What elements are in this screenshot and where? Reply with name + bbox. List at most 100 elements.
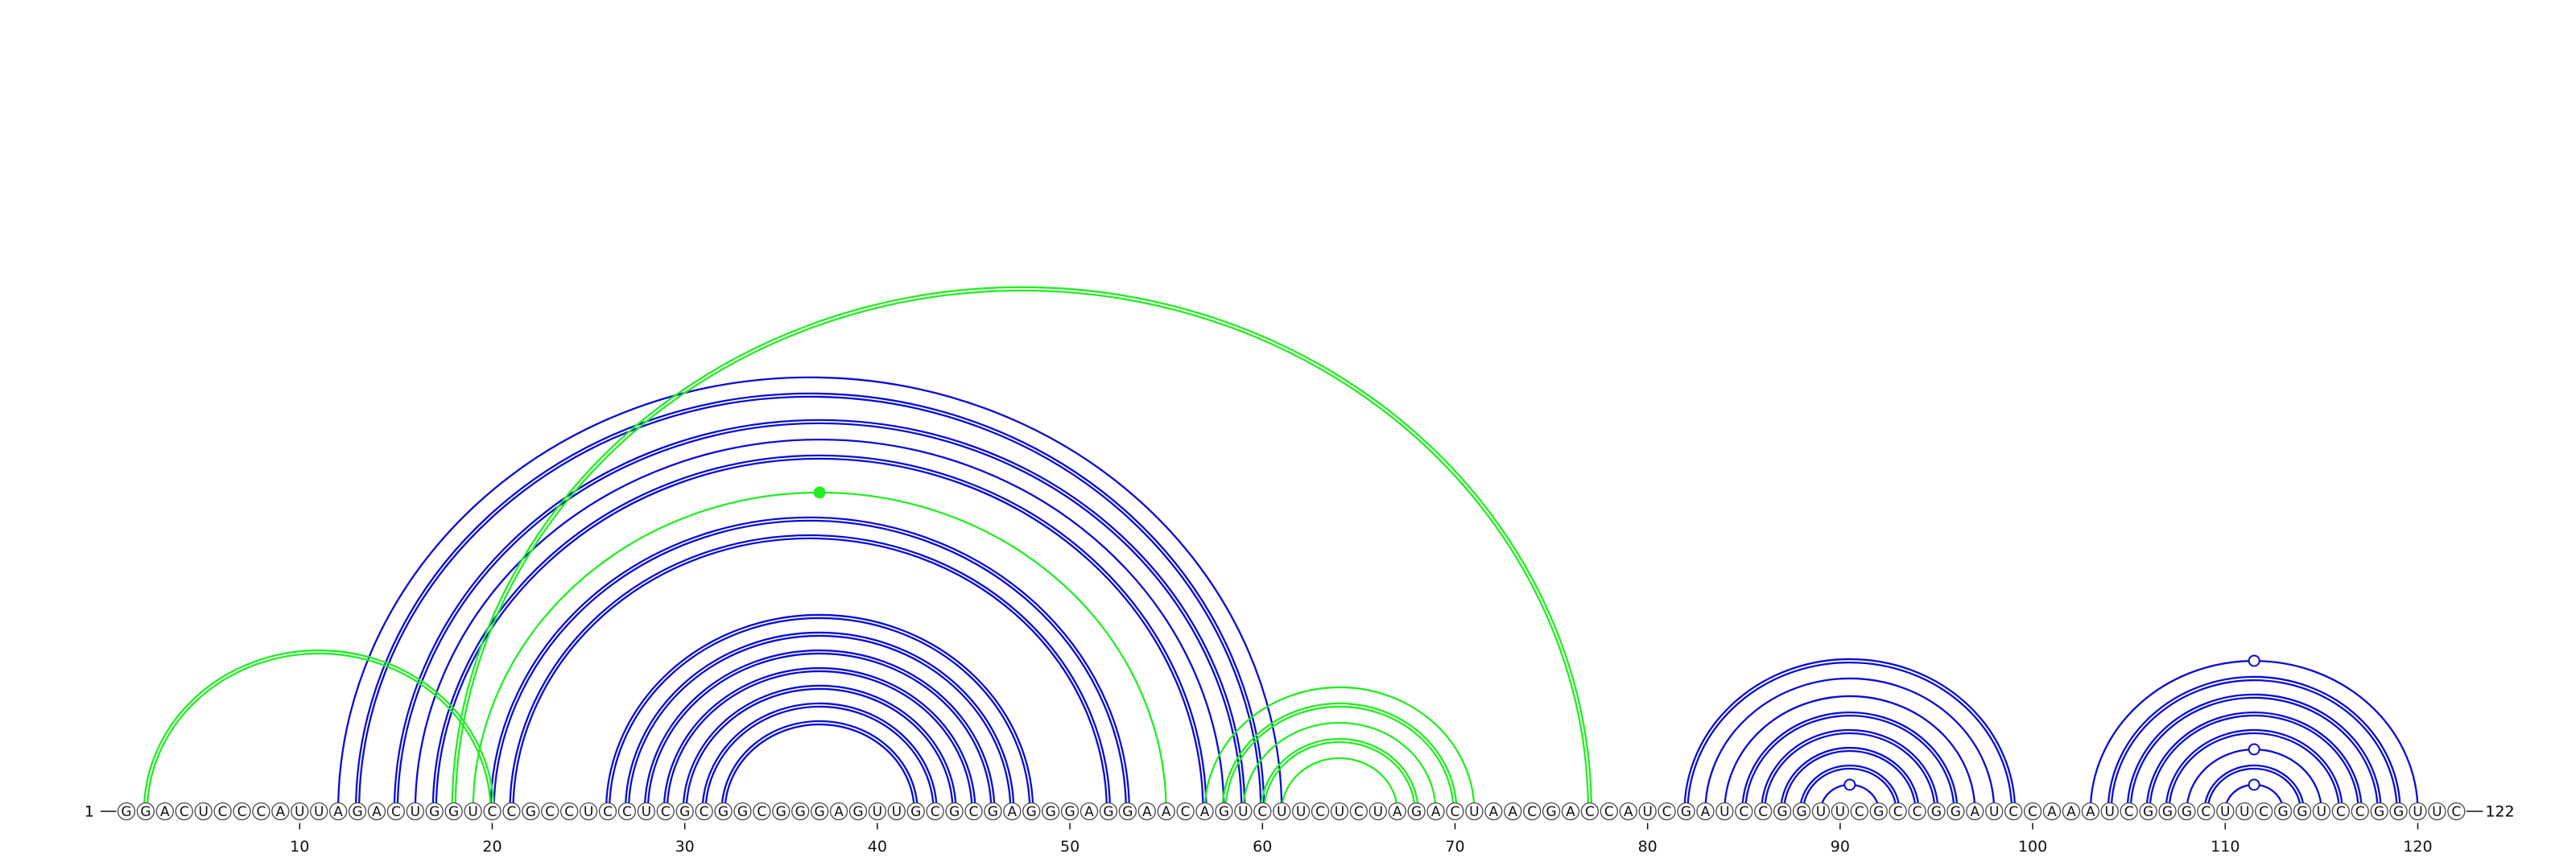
nucleotide: G [522, 802, 540, 821]
nucleotide-circle [1946, 802, 1965, 821]
arc-blue [1724, 695, 1976, 812]
tick-label: 120 [2403, 838, 2432, 856]
nucleotide-letter: C [661, 804, 671, 820]
nucleotide-letter: C [2201, 804, 2211, 820]
arc-blue [2186, 743, 2323, 812]
arc-stroke [1263, 740, 1416, 812]
nucleotide: U [1330, 802, 1349, 821]
nucleotide-circle [926, 802, 944, 821]
nucleotide-letter: U [1642, 804, 1652, 820]
tick: 10 [290, 823, 309, 856]
arc-blue [1741, 711, 1959, 812]
nucleotide-circle [1195, 802, 1214, 821]
nucleotide-circle [2004, 802, 2023, 821]
nucleotide-letter: U [411, 804, 420, 820]
nucleotide: U [1234, 802, 1253, 821]
tick-label: 110 [2211, 838, 2240, 856]
arc-stroke [627, 634, 1012, 812]
arc-blue [2165, 728, 2343, 812]
arc-stroke [643, 649, 996, 812]
tick: 120 [2403, 823, 2433, 856]
nucleotide: C [1446, 802, 1464, 821]
nucleotide-circle [1638, 802, 1657, 821]
nucleotide-circle [868, 802, 887, 821]
nucleotide-circle [2293, 802, 2312, 821]
nucleotide: A [1561, 802, 1580, 821]
nucleotide-circle [2158, 802, 2177, 821]
nucleotide-letter: A [276, 804, 286, 820]
arc-blue [336, 376, 1283, 812]
nucleotide: G [2273, 802, 2293, 821]
nucleotide: G [772, 802, 791, 821]
arc-stroke [624, 631, 1015, 812]
nucleotide-letter: U [2105, 804, 2115, 820]
tick: 110 [2211, 823, 2240, 856]
nucleotide-circle [2235, 802, 2254, 821]
arc-stroke [336, 376, 1283, 812]
nucleotide: U [194, 802, 213, 821]
nucleotide-circle [386, 802, 406, 821]
nucleotide: C [1908, 802, 1926, 821]
arc-blue [605, 613, 1034, 812]
nucleotide: C [2351, 802, 2369, 821]
nucleotide-circle [1407, 802, 1426, 821]
arc-stroke [1704, 677, 1996, 812]
nucleotide-letter: G [1026, 804, 1037, 820]
nucleotide-letter: G [1064, 804, 1075, 820]
arc-stroke [2165, 728, 2343, 812]
nucleotide-letter: A [834, 804, 844, 820]
nucleotide-letter: U [468, 804, 477, 820]
nucleotide: G [1792, 802, 1811, 821]
arc-stroke [1683, 658, 2017, 812]
arc-stroke [1260, 737, 1419, 812]
nucleotide-letter: U [2432, 804, 2442, 820]
nucleotide: C [483, 802, 502, 821]
nucleotide-letter: C [506, 804, 516, 820]
nucleotide-letter: C [931, 804, 940, 820]
nucleotide-circle [772, 802, 791, 821]
nucleotide-letter: U [584, 804, 593, 820]
nucleotide-letter: G [1873, 804, 1884, 820]
nucleotide-letter: G [910, 804, 921, 820]
arc-stroke [2110, 679, 2398, 812]
nucleotide: U [2409, 802, 2427, 821]
nucleotide: G [2139, 802, 2157, 821]
nucleotide-circle [2428, 802, 2446, 821]
nucleotide-circle [328, 802, 348, 821]
nucleotide: U [868, 802, 887, 821]
nucleotide-circle [233, 802, 251, 821]
nucleotide: C [541, 802, 559, 821]
nucleotide-letter: C [218, 804, 228, 820]
nucleotide-letter: G [949, 804, 960, 820]
arc-stroke [1779, 746, 1920, 812]
arc-stroke [509, 534, 1112, 812]
nucleotide: C [1889, 802, 1907, 821]
nucleotide-circle [906, 802, 925, 821]
sequence-end-label: 122 [2485, 803, 2514, 821]
arc-blue [663, 666, 976, 812]
nucleotide-letter: G [718, 804, 729, 820]
nucleotide-letter: G [737, 804, 748, 820]
tick: 60 [1253, 823, 1272, 856]
arc-stroke [704, 705, 935, 812]
nucleotide-circle [522, 802, 540, 821]
nucleotide-circle [348, 802, 367, 821]
nucleotide: G [1927, 802, 1946, 821]
arc-stroke [431, 454, 1208, 812]
nucleotide-circle [406, 802, 424, 821]
arc-blue [2107, 675, 2401, 812]
nucleotide-circle [733, 802, 752, 821]
nucleotide: A [1966, 802, 1984, 821]
nucleotide: U [1638, 802, 1657, 821]
arc-stroke [1802, 767, 1897, 812]
nucleotide: C [386, 802, 406, 821]
nucleotide-circle [1003, 802, 1022, 821]
nucleotide-letter: C [545, 804, 555, 820]
arc-stroke [1221, 702, 1458, 812]
nucleotide-letter: A [1162, 804, 1171, 820]
nucleotide: U [1985, 802, 2004, 821]
nucleotide-letter: C [180, 804, 189, 820]
base-pair-arcs [142, 286, 2419, 812]
arc-stroke [1203, 686, 1476, 812]
tick: 20 [482, 823, 502, 856]
